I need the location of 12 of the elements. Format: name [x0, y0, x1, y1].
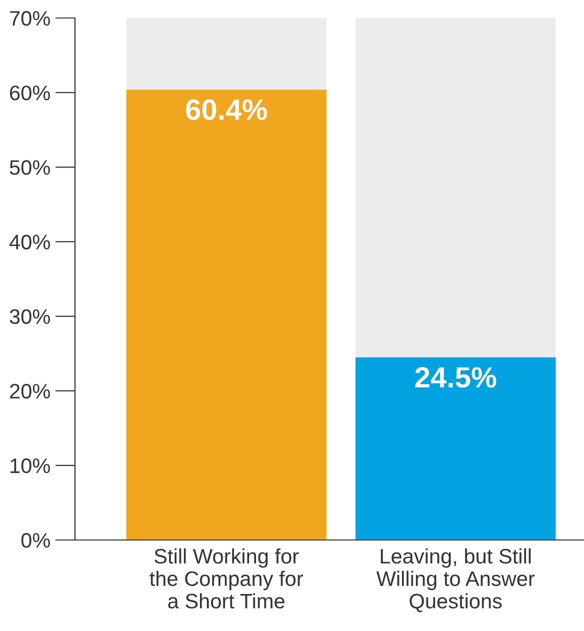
y-tick-label: 40% [9, 234, 50, 250]
data-label: 24.5% [415, 367, 496, 388]
x-tick-label: Still Working for the Company for a Short Time [150, 548, 303, 609]
y-tick-label: 0% [21, 533, 50, 548]
x-tick-label: Leaving, but Still Willing to Answer Questions [376, 548, 535, 612]
y-tick-label: 70% [10, 11, 50, 26]
y-tick-label: 30% [10, 309, 50, 324]
y-tick-label: 20% [10, 384, 50, 399]
y-tick-label: 60% [10, 86, 50, 100]
y-tick-label: 10% [10, 458, 50, 474]
data-label: 60.4% [186, 99, 267, 120]
y-tick-label: 50% [10, 160, 50, 175]
